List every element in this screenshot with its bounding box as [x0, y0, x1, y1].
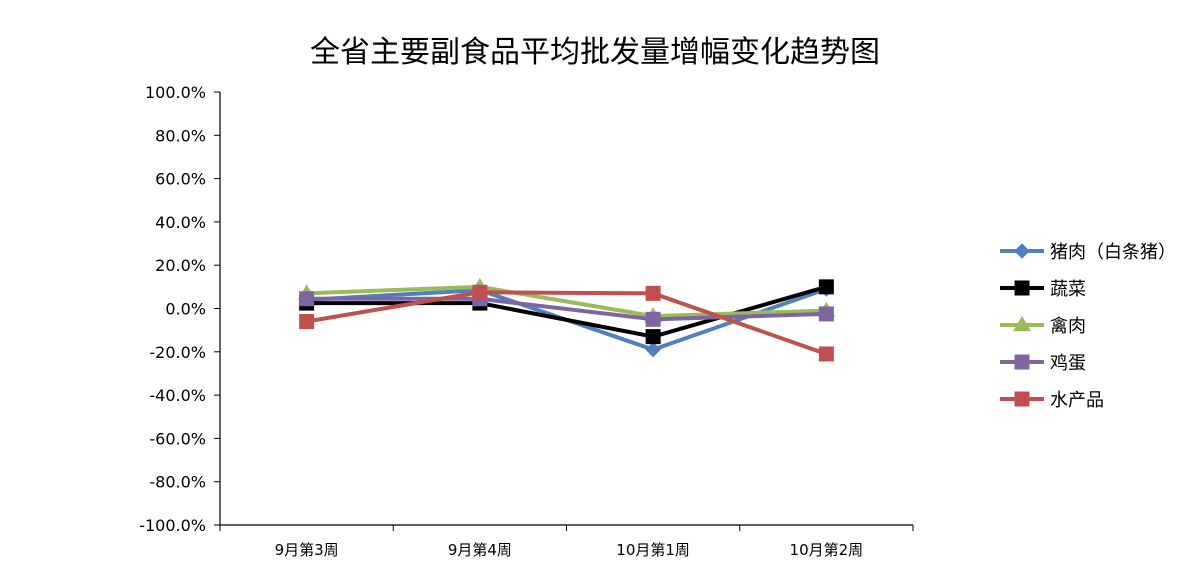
- legend-label: 鸡蛋: [1050, 353, 1086, 374]
- data-point: [645, 329, 661, 345]
- legend-label: 猪肉（白条猪）: [1050, 242, 1176, 263]
- data-point: [472, 284, 488, 300]
- legend-marker: [1014, 354, 1030, 370]
- y-tick-label: -80.0%: [149, 473, 206, 492]
- y-tick-label: 20.0%: [155, 256, 206, 275]
- y-tick-label: 40.0%: [155, 213, 206, 232]
- y-tick-label: 100.0%: [145, 83, 206, 102]
- legend-item: 水产品: [1000, 390, 1104, 411]
- data-point: [645, 311, 661, 327]
- series-layer: [297, 277, 836, 362]
- data-point: [818, 346, 834, 362]
- series-line: [306, 284, 827, 319]
- data-point: [645, 341, 661, 358]
- data-point: [299, 313, 315, 329]
- legend-label: 禽肉: [1050, 316, 1086, 337]
- x-tick-label: 10月第2周: [790, 541, 864, 559]
- y-tick-label: -60.0%: [149, 429, 206, 448]
- legend-marker: [1014, 391, 1030, 407]
- data-point: [645, 285, 661, 301]
- legend-marker: [1013, 316, 1031, 332]
- x-tick-label: 9月第4周: [448, 541, 512, 559]
- legend-label: 蔬菜: [1050, 279, 1086, 300]
- legend-label: 水产品: [1050, 390, 1104, 411]
- axes: 100.0% 80.0% 60.0% 40.0% 20.0% 0.0% -20.0% -40.…: [139, 83, 914, 559]
- y-tick-label: -100.0%: [139, 516, 206, 535]
- data-point: [299, 291, 315, 307]
- chart-title: 全省主要副食品平均批发量增幅变化趋势图: [310, 35, 880, 70]
- data-point: [818, 279, 834, 295]
- data-point: [818, 306, 834, 322]
- y-tick-label: 80.0%: [155, 126, 206, 145]
- legend-item: 蔬菜: [1000, 279, 1086, 300]
- legend-item: 禽肉: [1000, 316, 1086, 337]
- series-line: [306, 290, 828, 356]
- legend-marker: [1014, 280, 1030, 296]
- legend-marker: [1014, 243, 1030, 259]
- series-5: [299, 284, 834, 362]
- y-tick-label: -40.0%: [149, 386, 206, 405]
- y-tick-label: 0.0%: [165, 300, 206, 319]
- series-line: [306, 296, 827, 322]
- y-tick-label: -20.0%: [149, 343, 206, 362]
- x-tick-label: 10月第1周: [616, 541, 690, 559]
- legend-item: 鸡蛋: [1000, 353, 1086, 374]
- legend-item: 猪肉（白条猪）: [1000, 242, 1176, 263]
- x-tick-label: 9月第3周: [275, 541, 339, 559]
- y-tick-label: 60.0%: [155, 170, 206, 189]
